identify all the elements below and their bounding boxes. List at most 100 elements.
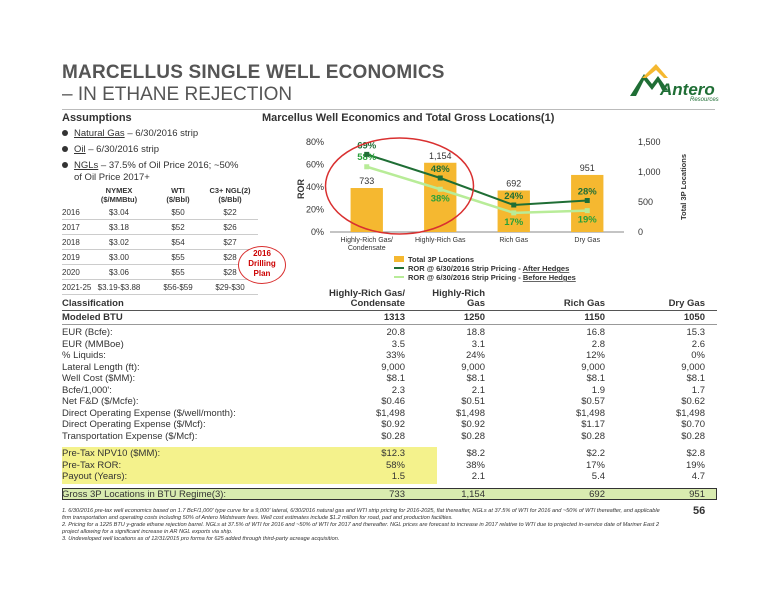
table-header-top: Highly-Rich Gas/Highly-Rich <box>62 288 717 300</box>
price-year: 2019 <box>62 253 80 262</box>
price-cell: $27 <box>223 238 237 247</box>
cell-value: $0.92 <box>461 419 485 430</box>
ror-after-label: 24% <box>504 191 524 202</box>
cell-value: 9,000 <box>581 361 605 373</box>
cell-value: Rich Gas <box>563 298 605 309</box>
price-cell: $3.00 <box>108 253 130 262</box>
cell-value: 733 <box>389 488 405 500</box>
price-cell: $50 <box>171 208 185 217</box>
ror-line <box>366 165 588 215</box>
price-cell: $3.19-$3.88 <box>97 283 141 292</box>
cell-value: 9,000 <box>681 361 705 373</box>
cell-value: 1050 <box>683 312 705 323</box>
cell-value: 20.8 <box>386 327 406 338</box>
price-row-divider <box>62 264 258 265</box>
row-label: Classification <box>62 298 124 309</box>
cell-value: Highly-Rich <box>432 288 485 299</box>
row-label: Direct Operating Expense ($/well/month): <box>62 407 236 419</box>
ror-after-label: 69% <box>357 140 377 151</box>
legend-label: Total 3P Locations <box>408 255 474 264</box>
ror-after-label: 28% <box>578 187 598 198</box>
price-year: 2021-25 <box>62 283 92 292</box>
row-label: Pre-Tax ROR: <box>62 459 122 471</box>
cell-value: $0.28 <box>381 430 405 442</box>
bullet-dot-icon <box>62 130 68 137</box>
cell-value: Dry Gas <box>668 298 705 309</box>
x-category-label: Highly-Rich Gas/ <box>340 237 393 244</box>
price-cell: $28 <box>223 268 237 277</box>
cell-value: 1.7 <box>691 384 705 396</box>
cell-value: $1,498 <box>575 407 605 419</box>
cell-value: 2.8 <box>591 338 605 350</box>
price-cell: $55 <box>171 253 185 262</box>
price-cell: $22 <box>223 208 237 217</box>
cell-value: $1,498 <box>455 407 485 419</box>
cell-value: 16.8 <box>586 327 606 338</box>
cell-value: $0.46 <box>381 396 405 407</box>
row-label: Gross 3P Locations in BTU Regime(3): <box>62 488 227 500</box>
table-row-economics: Pre-Tax NPV10 ($MM): $12.3 $8.2 $2.2 $2.8 <box>62 448 717 460</box>
ror-after-point <box>584 198 590 203</box>
bullet-natural-gas: Natural Gas – 6/30/2016 strip <box>62 128 198 140</box>
bar-data-label: 951 <box>580 163 595 173</box>
x-category-label: Highly-Rich Gas <box>415 237 466 244</box>
ror-line <box>366 153 588 207</box>
price-cell: $56-$59 <box>163 283 193 292</box>
locations-highlight <box>62 487 717 500</box>
cell-value: 0% <box>691 350 705 361</box>
cell-value: $0.28 <box>681 430 705 442</box>
cell-value: $1.17 <box>581 419 605 430</box>
cell-value: Condensate <box>350 298 405 309</box>
ror-after-point <box>364 151 370 157</box>
table-row: Well Cost ($MM): $8.1 $8.1 $8.1 $8.1 <box>62 373 717 385</box>
logo-subtitle: Resources <box>690 97 719 103</box>
price-cell: $55 <box>171 268 185 277</box>
ror-before-label: 17% <box>504 217 524 228</box>
price-row-divider <box>62 249 258 250</box>
cell-value: 1150 <box>584 312 605 323</box>
row-label: Bcfe/1,000': <box>62 384 112 396</box>
cell-value: 58% <box>385 459 405 471</box>
price-row-divider <box>62 279 258 280</box>
cell-value: 24% <box>465 350 485 361</box>
page-subtitle: – IN ETHANE REJECTION <box>62 84 293 105</box>
location-bar <box>571 174 604 232</box>
cell-value: 19% <box>685 459 705 471</box>
cell-value: $8.2 <box>466 448 486 459</box>
assumptions-heading: Assumptions <box>62 112 132 124</box>
price-header-ngl: C3+ NGL(2) ($/Bbl) <box>209 186 251 204</box>
chart-title: Marcellus Well Economics and Total Gross… <box>262 112 555 124</box>
table-row-locations: Gross 3P Locations in BTU Regime(3): 733 1… <box>62 489 717 501</box>
cell-value: $1,498 <box>375 407 405 419</box>
price-cell: $3.18 <box>108 223 130 232</box>
logo-name: Antero <box>660 80 715 99</box>
table-row-economics: Pre-Tax ROR: 58% 38% 17% 19% <box>62 460 717 472</box>
page-title: MARCELLUS SINGLE WELL ECONOMICS <box>62 62 445 83</box>
footnote: 2. Pricing for a 1225 BTU y-grade ethane… <box>62 522 660 535</box>
price-cell: $3.02 <box>108 238 130 247</box>
cell-value: $8.1 <box>586 373 606 384</box>
cell-value: 9,000 <box>381 361 405 373</box>
price-year: 2020 <box>62 268 80 277</box>
y-tick-label: 0% <box>311 227 324 237</box>
table-row: Transportation Expense ($/Mcf): $0.28 $0.2… <box>62 431 717 443</box>
cell-value: Gas <box>467 298 485 309</box>
economics-highlight <box>62 447 437 484</box>
price-year: 2016 <box>62 208 80 217</box>
table-row: Lateral Length (ft): 9,000 9,000 9,000 9,000 <box>62 362 717 374</box>
bullet-ngls: NGLs – 37.5% of Oil Price 2016; ~50% <box>62 160 239 172</box>
cell-value: $12.3 <box>381 448 405 459</box>
cell-value: 9,000 <box>461 361 485 373</box>
x-category-label: Dry Gas <box>574 237 600 244</box>
cell-value: 17% <box>585 459 605 471</box>
row-label: Modeled BTU <box>62 312 123 323</box>
table-row: % Liquids: 33% 24% 12% 0% <box>62 350 717 362</box>
cell-value: 3.1 <box>471 338 485 350</box>
ror-after-point <box>511 202 517 208</box>
cell-value: $0.70 <box>681 419 705 430</box>
y2-tick-label: 1,500 <box>638 137 661 147</box>
y2-tick-label: 0 <box>638 227 643 237</box>
cell-value: 2.1 <box>471 471 485 482</box>
cell-value: 5.4 <box>591 471 605 482</box>
ror-before-point <box>511 210 517 216</box>
